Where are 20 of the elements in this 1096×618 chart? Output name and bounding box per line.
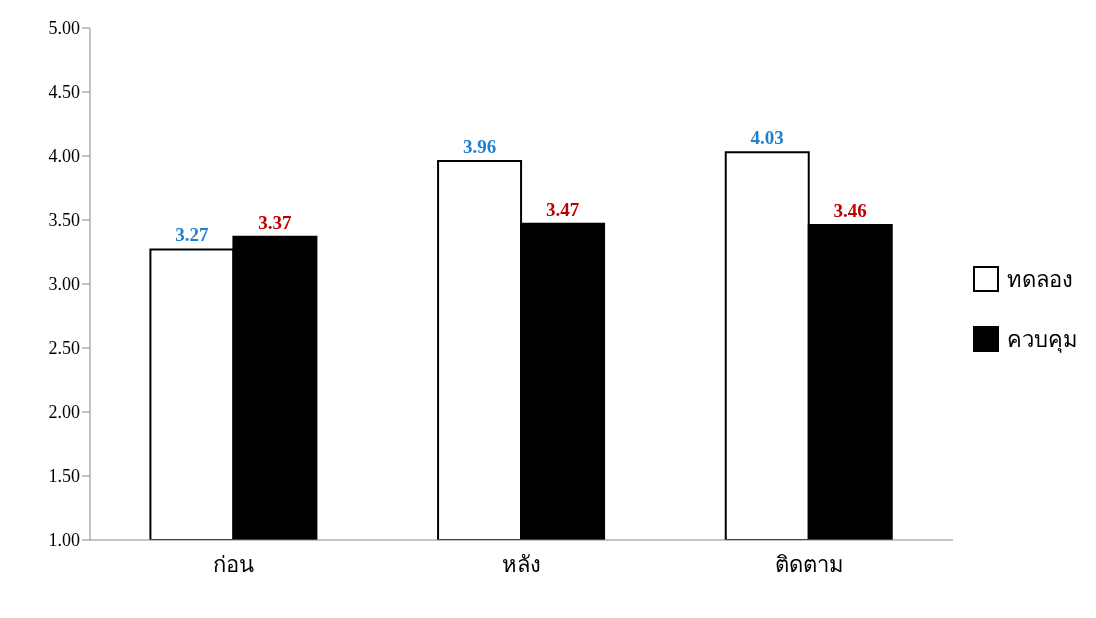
y-tick-label: 4.00: [48, 146, 80, 167]
y-tick-label: 4.50: [48, 82, 80, 103]
y-tick-label: 1.00: [48, 530, 80, 551]
data-label: 3.37: [258, 211, 293, 233]
y-tick-label: 2.00: [48, 402, 80, 423]
data-label: 3.27: [175, 224, 210, 246]
x-tick-label: ก่อน: [213, 551, 255, 577]
x-tick-label: หลัง: [502, 551, 541, 577]
legend-label: ควบคุม: [1007, 325, 1078, 355]
data-label: 3.47: [545, 198, 580, 220]
y-tick-label: 5.00: [48, 18, 80, 39]
y-tick-label: 2.50: [48, 338, 80, 359]
y-tick-label: 1.50: [48, 466, 80, 487]
data-label: 3.96: [462, 136, 497, 158]
x-tick-label: ติดตาม: [774, 551, 844, 577]
data-label: 4.03: [750, 127, 784, 149]
y-tick-label: 3.00: [48, 274, 80, 295]
y-tick-label: 3.50: [48, 210, 80, 231]
legend-label: ทดลอง: [1007, 265, 1073, 294]
data-label: 3.46: [833, 200, 867, 222]
